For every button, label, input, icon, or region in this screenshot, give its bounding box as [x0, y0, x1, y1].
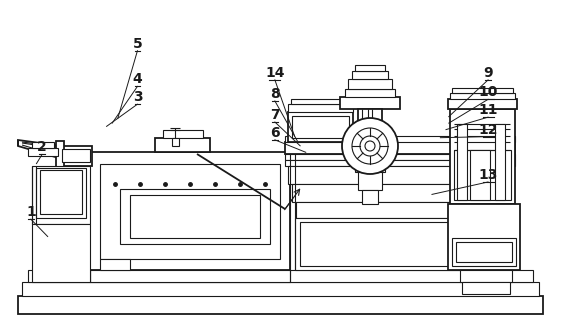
Bar: [495, 124, 505, 200]
Bar: [32, 142, 54, 148]
Bar: [288, 166, 508, 184]
Bar: [90, 270, 290, 282]
Bar: [448, 99, 517, 109]
Bar: [22, 282, 539, 296]
Bar: [355, 146, 385, 172]
Text: 11: 11: [479, 103, 498, 117]
Bar: [292, 184, 504, 202]
Bar: [288, 104, 353, 112]
Bar: [452, 238, 516, 266]
Bar: [450, 109, 515, 204]
Text: 8: 8: [270, 87, 280, 101]
Bar: [358, 172, 382, 190]
Bar: [452, 88, 513, 93]
Bar: [285, 142, 515, 154]
Bar: [288, 112, 353, 142]
Bar: [462, 282, 510, 294]
Text: 10: 10: [479, 85, 498, 99]
Bar: [355, 65, 385, 71]
Bar: [62, 146, 92, 166]
Bar: [295, 218, 495, 270]
Text: 6: 6: [270, 126, 280, 140]
Bar: [163, 130, 203, 138]
Bar: [32, 166, 90, 224]
Bar: [100, 164, 280, 259]
Bar: [285, 160, 515, 166]
Bar: [456, 242, 512, 262]
Circle shape: [360, 136, 380, 156]
Bar: [292, 116, 349, 138]
Bar: [448, 204, 520, 270]
Bar: [460, 270, 512, 282]
Bar: [130, 195, 260, 238]
Polygon shape: [18, 140, 62, 159]
Bar: [296, 202, 501, 218]
Bar: [62, 149, 90, 162]
Bar: [345, 89, 395, 97]
Text: 4: 4: [132, 72, 142, 87]
Bar: [470, 150, 490, 200]
Bar: [457, 124, 467, 200]
Bar: [18, 296, 543, 314]
Text: 14: 14: [265, 66, 284, 80]
Bar: [56, 141, 64, 169]
Circle shape: [365, 141, 375, 151]
Text: 2: 2: [37, 140, 47, 155]
Bar: [454, 150, 511, 200]
Bar: [28, 270, 533, 282]
Bar: [352, 71, 388, 79]
Bar: [172, 138, 179, 146]
Bar: [300, 222, 490, 266]
Circle shape: [342, 118, 398, 174]
Bar: [291, 99, 350, 104]
Bar: [348, 79, 392, 89]
Bar: [120, 189, 270, 244]
Text: 13: 13: [479, 168, 498, 182]
Bar: [358, 109, 382, 142]
Text: 5: 5: [132, 37, 142, 51]
Text: 7: 7: [270, 108, 280, 122]
Circle shape: [352, 128, 388, 164]
Bar: [100, 259, 130, 270]
Bar: [40, 170, 82, 214]
Text: 3: 3: [132, 90, 142, 104]
Bar: [362, 190, 378, 204]
Text: 9: 9: [483, 66, 493, 80]
Bar: [285, 136, 515, 142]
Bar: [155, 138, 210, 152]
Text: 12: 12: [479, 122, 498, 137]
Text: 1: 1: [26, 205, 36, 219]
Bar: [28, 148, 58, 156]
Bar: [340, 97, 400, 109]
Bar: [285, 154, 515, 160]
Bar: [32, 224, 90, 282]
Bar: [90, 152, 290, 270]
Bar: [36, 168, 86, 218]
Bar: [450, 93, 515, 99]
